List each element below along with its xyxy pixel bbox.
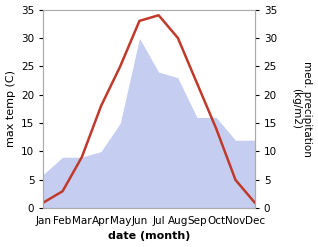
- Y-axis label: max temp (C): max temp (C): [5, 70, 16, 147]
- Y-axis label: med. precipitation
(kg/m2): med. precipitation (kg/m2): [291, 61, 313, 157]
- X-axis label: date (month): date (month): [108, 231, 190, 242]
